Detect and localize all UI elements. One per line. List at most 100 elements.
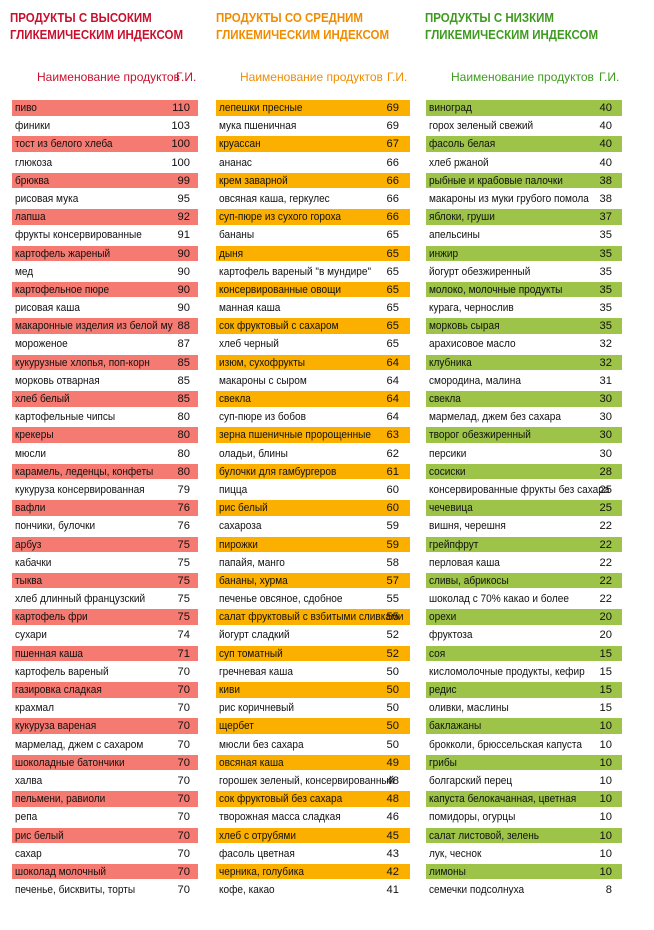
high-gi-header-gi: Г.И.	[176, 70, 197, 84]
product-name: мед	[15, 265, 34, 278]
product-name: консервированные овощи	[219, 283, 342, 296]
product-name: чечевица	[429, 502, 473, 515]
high-gi-row-highlight	[12, 318, 198, 334]
product-name: зерна пшеничные пророщенные	[219, 429, 372, 442]
product-name: рис белый	[219, 502, 268, 515]
glycemic-index-value: 40	[599, 156, 612, 169]
low-gi-row-highlight	[426, 427, 622, 443]
medium-gi-row-highlight	[216, 318, 410, 334]
medium-gi-row-highlight	[216, 245, 410, 261]
low-gi-row-highlight	[426, 863, 622, 880]
product-name: салат фруктовый с взбитыми сливками	[219, 611, 404, 624]
glycemic-index-value: 32	[599, 338, 612, 351]
product-name: морковь сырая	[429, 320, 500, 333]
glycemic-index-value: 92	[177, 211, 190, 224]
high-gi-row-highlight	[12, 463, 198, 480]
product-name: картофельные чипсы	[15, 411, 116, 424]
glycemic-index-value: 40	[599, 102, 612, 114]
product-name: редис	[429, 684, 457, 696]
product-name: кисломолочные продукты, кефир	[429, 665, 585, 678]
medium-gi-row-highlight	[216, 754, 410, 771]
product-name: виноград	[429, 102, 472, 114]
product-name: карамель, леденцы, конфеты	[15, 465, 154, 478]
product-name: пончики, булочки	[15, 520, 96, 533]
product-name: грейпфрут	[429, 538, 479, 551]
glycemic-index-value: 35	[599, 320, 612, 333]
product-name: тыква	[15, 574, 43, 587]
glycemic-index-value: 80	[177, 411, 190, 424]
low-gi-row-highlight	[426, 100, 622, 116]
product-name: соя	[429, 647, 446, 660]
glycemic-index-value: 55	[386, 593, 399, 606]
low-gi-row-highlight	[426, 172, 622, 189]
glycemic-index-value: 30	[599, 447, 612, 460]
low-gi-row-highlight	[426, 572, 622, 589]
product-name: орехи	[429, 611, 457, 624]
glycemic-index-value: 49	[386, 756, 399, 769]
high-gi-row-highlight	[12, 609, 198, 625]
glycemic-index-value: 30	[599, 429, 612, 442]
glycemic-index-value: 65	[386, 320, 399, 333]
glycemic-index-value: 38	[599, 174, 612, 187]
product-name: творог обезжиренный	[429, 429, 531, 442]
glycemic-index-value: 52	[386, 647, 399, 660]
glycemic-index-value: 30	[599, 411, 612, 424]
low-gi-row-highlight	[426, 391, 622, 407]
medium-gi-row-highlight	[216, 500, 410, 516]
glycemic-index-value: 30	[599, 393, 612, 405]
product-name: йогурт сладкий	[219, 629, 290, 642]
glycemic-index-value: 71	[177, 647, 190, 660]
glycemic-index-value: 38	[599, 192, 612, 205]
medium-gi-row-highlight	[216, 645, 410, 662]
low-gi-row-highlight	[426, 754, 622, 771]
glycemic-index-value: 70	[177, 702, 190, 715]
glycemic-index-value: 37	[599, 211, 612, 224]
medium-gi-row-highlight	[216, 572, 410, 589]
glycemic-index-value: 65	[386, 265, 399, 278]
glycemic-index-value: 43	[386, 847, 399, 860]
product-name: хлеб белый	[15, 393, 70, 405]
product-name: сливы, абрикосы	[429, 574, 509, 587]
low-gi-title-line2: ГЛИКЕМИЧЕСКИМ ИНДЕКСОМ	[425, 28, 599, 42]
glycemic-index-value: 75	[177, 593, 190, 606]
product-name: инжир	[429, 247, 459, 260]
glycemic-index-value: 20	[599, 629, 612, 642]
product-name: персики	[429, 447, 467, 460]
product-name: дыня	[219, 247, 244, 260]
glycemic-index-value: 64	[386, 411, 399, 424]
product-name: кофе, какао	[219, 884, 275, 897]
high-gi-row-highlight	[12, 500, 198, 516]
product-name: молоко, молочные продукты	[429, 283, 563, 296]
glycemic-index-value: 75	[177, 538, 190, 551]
glycemic-index-value: 15	[599, 702, 612, 715]
glycemic-index-value: 35	[599, 229, 612, 242]
glycemic-index-value: 25	[599, 502, 612, 515]
product-name: баклажаны	[429, 720, 482, 733]
glycemic-index-value: 59	[386, 538, 399, 551]
glycemic-index-value: 40	[599, 138, 612, 151]
product-name: картофель вареный	[15, 665, 109, 678]
product-name: лимоны	[429, 865, 466, 878]
low-gi-row-highlight	[426, 645, 622, 662]
medium-gi-row-highlight	[216, 136, 410, 152]
glycemic-index-value: 10	[599, 720, 612, 733]
glycemic-index-value: 85	[177, 374, 190, 387]
glycemic-index-value: 64	[386, 356, 399, 369]
product-name: макароны с сыром	[219, 374, 307, 387]
glycemic-index-value: 22	[599, 574, 612, 587]
medium-gi-row-highlight	[216, 209, 410, 225]
glycemic-index-value: 52	[386, 629, 399, 642]
glycemic-index-value: 41	[386, 884, 399, 897]
glycemic-index-value: 65	[386, 283, 399, 296]
product-name: хлеб черный	[219, 338, 279, 351]
glycemic-index-value: 65	[386, 302, 399, 315]
product-name: шоколад с 70% какао и более	[429, 593, 570, 606]
glycemic-index-value: 80	[177, 447, 190, 460]
low-gi-title: ПРОДУКТЫ С НИЗКИМ ГЛИКЕМИЧЕСКИМ ИНДЕКСОМ	[425, 10, 598, 44]
glycemic-index-value: 10	[599, 774, 612, 787]
high-gi-row-highlight	[12, 863, 198, 880]
glycemic-index-value: 88	[177, 320, 190, 333]
product-name: творожная масса сладкая	[219, 811, 341, 824]
glycemic-index-value: 66	[386, 211, 399, 224]
product-name: лук, чеснок	[429, 847, 482, 860]
